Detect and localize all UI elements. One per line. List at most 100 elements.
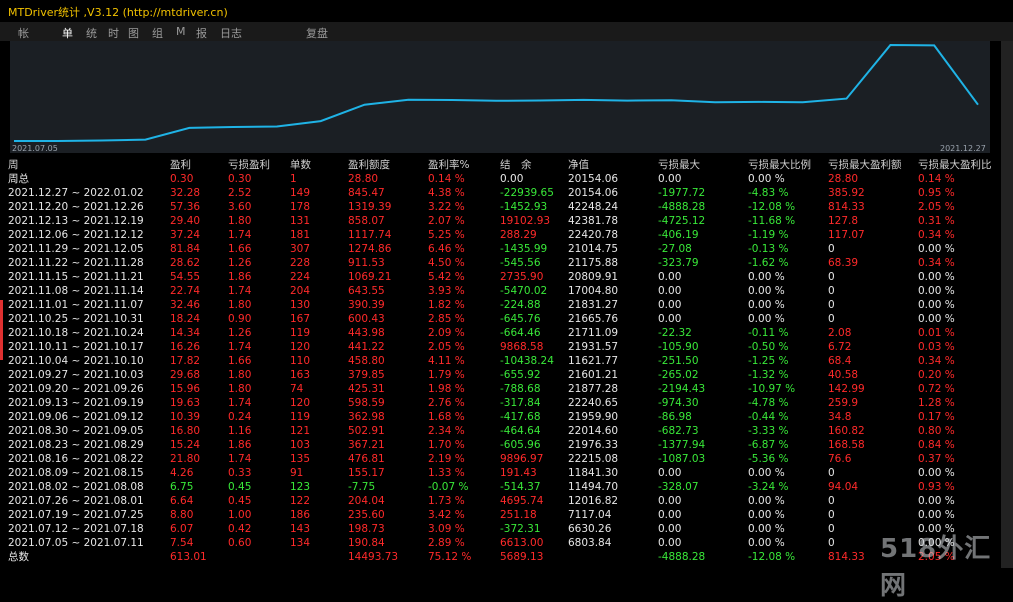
table-row[interactable]: 周总 0.30 0.30 1 28.80 0.14 % 0.00 20154.06 0.00 0.… xyxy=(8,172,998,186)
column-header-amount[interactable]: 盈利额度 xyxy=(348,159,390,171)
tab-log[interactable]: 日志 xyxy=(220,27,242,40)
cell-max-loss-pct: -1.32 % xyxy=(748,369,789,381)
cell-max-loss-pct: -0.11 % xyxy=(748,327,789,339)
table-row[interactable]: 2021.11.29 ~ 2021.12.05 81.84 1.66 307 1274.… xyxy=(8,242,998,256)
cell-profit: 6.07 xyxy=(170,523,194,535)
cell-max-loss-profit-pct: 0.20 % xyxy=(918,369,955,381)
cell-max-loss: 0.00 xyxy=(658,173,682,185)
cell-loss-profit: 1.74 xyxy=(228,285,252,297)
cell-week: 2021.12.20 ~ 2021.12.26 xyxy=(8,201,144,213)
cell-loss-profit: 1.00 xyxy=(228,509,252,521)
table-row[interactable]: 2021.10.11 ~ 2021.10.17 16.26 1.74 120 441.2… xyxy=(8,340,998,354)
cell-max-loss-profit: 0 xyxy=(828,313,835,325)
cell-max-loss-profit: 2.08 xyxy=(828,327,852,339)
cell-count: 134 xyxy=(290,537,311,549)
table-row[interactable]: 2021.10.04 ~ 2021.10.10 17.82 1.66 110 458.8… xyxy=(8,354,998,368)
table-row[interactable]: 2021.12.27 ~ 2022.01.02 32.28 2.52 149 845.4… xyxy=(8,186,998,200)
cell-week: 2021.07.12 ~ 2021.07.18 xyxy=(8,523,144,535)
table-row[interactable]: 2021.10.18 ~ 2021.10.24 14.34 1.26 119 443.9… xyxy=(8,326,998,340)
cell-balance: -788.68 xyxy=(500,383,541,395)
table-row[interactable]: 2021.09.20 ~ 2021.09.26 15.96 1.80 74 425.31… xyxy=(8,382,998,396)
column-header-max-loss-profit-pct[interactable]: 亏损最大盈利比 xyxy=(918,159,992,171)
tab-orders[interactable]: 单 xyxy=(62,27,73,40)
table-row[interactable]: 2021.08.23 ~ 2021.08.29 15.24 1.86 103 367.2… xyxy=(8,438,998,452)
tab-time[interactable]: 时 xyxy=(108,27,119,40)
cell-profit: 37.24 xyxy=(170,229,201,241)
cell-max-loss-profit: 34.8 xyxy=(828,411,852,423)
cell-profit: 32.28 xyxy=(170,187,201,199)
column-header-week[interactable]: 周 xyxy=(8,159,19,171)
column-header-max-loss-pct[interactable]: 亏损最大比例 xyxy=(748,159,811,171)
tab-group[interactable]: 组 xyxy=(152,27,163,40)
column-header-rate[interactable]: 盈利率% xyxy=(428,159,470,171)
column-header-loss-profit[interactable]: 亏损盈利 xyxy=(228,159,270,171)
table-row[interactable]: 2021.11.08 ~ 2021.11.14 22.74 1.74 204 643.5… xyxy=(8,284,998,298)
tab-m[interactable]: M xyxy=(176,25,186,38)
table-row[interactable]: 2021.12.06 ~ 2021.12.12 37.24 1.74 181 1117.… xyxy=(8,228,998,242)
cell-profit: 32.46 xyxy=(170,299,201,311)
table-row[interactable]: 2021.12.13 ~ 2021.12.19 29.40 1.80 131 858.0… xyxy=(8,214,998,228)
table-row[interactable]: 2021.12.20 ~ 2021.12.26 57.36 3.60 178 1319.… xyxy=(8,200,998,214)
table-row[interactable]: 2021.11.15 ~ 2021.11.21 54.55 1.86 224 1069.… xyxy=(8,270,998,284)
table-row[interactable]: 2021.07.12 ~ 2021.07.18 6.07 0.42 143 198.73… xyxy=(8,522,998,536)
cell-max-loss-profit-pct: 0.31 % xyxy=(918,215,955,227)
table-row[interactable]: 2021.08.09 ~ 2021.08.15 4.26 0.33 91 155.17 1… xyxy=(8,466,998,480)
column-header-max-loss[interactable]: 亏损最大 xyxy=(658,159,700,171)
cell-equity: 22014.60 xyxy=(568,425,619,437)
cell-profit: 17.82 xyxy=(170,355,201,367)
vertical-scrollbar[interactable] xyxy=(1001,41,1013,568)
cell-balance: -224.88 xyxy=(500,299,541,311)
table-row[interactable]: 2021.11.22 ~ 2021.11.28 28.62 1.26 228 911.5… xyxy=(8,256,998,270)
column-header-equity[interactable]: 净值 xyxy=(568,159,589,171)
cell-profit: 19.63 xyxy=(170,397,201,409)
tab-stats[interactable]: 统 xyxy=(86,27,97,40)
cell-loss-profit: 1.74 xyxy=(228,229,252,241)
cell-max-loss-profit-pct: 2.05 % xyxy=(918,551,955,563)
tab-review[interactable]: 复盘 xyxy=(306,27,328,40)
cell-max-loss-pct: 0.00 % xyxy=(748,299,785,311)
cell-amount: 155.17 xyxy=(348,467,385,479)
table-row[interactable]: 2021.07.26 ~ 2021.08.01 6.64 0.45 122 204.04… xyxy=(8,494,998,508)
cell-max-loss: 0.00 xyxy=(658,313,682,325)
cell-max-loss-profit-pct: 0.80 % xyxy=(918,425,955,437)
cell-loss-profit: 1.80 xyxy=(228,215,252,227)
cell-rate: 3.42 % xyxy=(428,509,465,521)
tab-chart[interactable]: 图 xyxy=(128,27,139,40)
table-row[interactable]: 2021.08.30 ~ 2021.09.05 16.80 1.16 121 502.9… xyxy=(8,424,998,438)
table-row[interactable]: 2021.08.02 ~ 2021.08.08 6.75 0.45 123 -7.75 -… xyxy=(8,480,998,494)
cell-max-loss-profit: 160.82 xyxy=(828,425,865,437)
column-header-profit[interactable]: 盈利 xyxy=(170,159,191,171)
cell-max-loss-pct: 0.00 % xyxy=(748,313,785,325)
cell-max-loss-profit: 0 xyxy=(828,243,835,255)
cell-max-loss-pct: -4.83 % xyxy=(748,187,789,199)
tab-account[interactable]: 帐 xyxy=(18,27,29,40)
column-header-count[interactable]: 单数 xyxy=(290,159,311,171)
cell-rate: 4.50 % xyxy=(428,257,465,269)
cell-amount: 1117.74 xyxy=(348,229,392,241)
table-row[interactable]: 2021.08.16 ~ 2021.08.22 21.80 1.74 135 476.8… xyxy=(8,452,998,466)
column-header-balance[interactable]: 结 余 xyxy=(500,159,532,171)
cell-balance: -664.46 xyxy=(500,327,541,339)
cell-max-loss-profit: 0 xyxy=(828,537,835,549)
column-header-max-loss-profit[interactable]: 亏损最大盈利额 xyxy=(828,159,902,171)
table-row[interactable]: 2021.10.25 ~ 2021.10.31 18.24 0.90 167 600.4… xyxy=(8,312,998,326)
cell-loss-profit: 1.26 xyxy=(228,257,252,269)
cell-amount: 1319.39 xyxy=(348,201,392,213)
tab-report[interactable]: 报 xyxy=(196,27,207,40)
cell-equity: 21175.88 xyxy=(568,257,619,269)
table-row[interactable]: 总数 613.01 14493.73 75.12 % 5689.13 -4888.28 -1… xyxy=(8,550,998,564)
table-row[interactable]: 2021.09.06 ~ 2021.09.12 10.39 0.24 119 362.9… xyxy=(8,410,998,424)
cell-max-loss-profit-pct: 0.34 % xyxy=(918,355,955,367)
watermark: 518外汇网 xyxy=(880,534,992,601)
cell-max-loss-profit: 814.33 xyxy=(828,551,865,563)
table-row[interactable]: 2021.11.01 ~ 2021.11.07 32.46 1.80 130 390.3… xyxy=(8,298,998,312)
table-row[interactable]: 2021.07.19 ~ 2021.07.25 8.80 1.00 186 235.60… xyxy=(8,508,998,522)
table-row[interactable]: 2021.09.27 ~ 2021.10.03 29.68 1.80 163 379.8… xyxy=(8,368,998,382)
cell-max-loss-pct: -0.44 % xyxy=(748,411,789,423)
cell-max-loss-pct: -6.87 % xyxy=(748,439,789,451)
cell-max-loss-profit: 40.58 xyxy=(828,369,859,381)
table-row[interactable]: 2021.09.13 ~ 2021.09.19 19.63 1.74 120 598.5… xyxy=(8,396,998,410)
cell-rate: 1.33 % xyxy=(428,467,465,479)
cell-amount: 204.04 xyxy=(348,495,385,507)
table-row[interactable]: 2021.07.05 ~ 2021.07.11 7.54 0.60 134 190.84… xyxy=(8,536,998,550)
